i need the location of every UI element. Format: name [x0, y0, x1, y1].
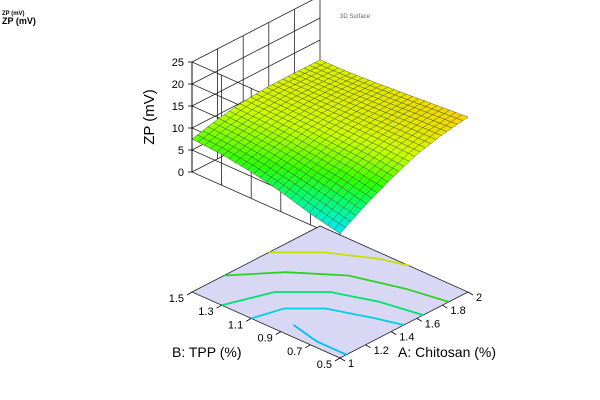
x-tick [390, 331, 397, 335]
x-tick [416, 318, 423, 322]
y-tick-label: 1.3 [198, 306, 213, 318]
z-tick-label: 0 [178, 167, 184, 179]
y-tick [275, 331, 282, 335]
surface-facet [333, 223, 346, 234]
z-tick-label: 5 [178, 145, 184, 157]
x-tick [442, 304, 448, 309]
chart-title: 3D Surface [340, 14, 371, 20]
contour-line [268, 251, 410, 267]
response-name: ZP (mV) [2, 16, 36, 26]
y-tick [186, 291, 193, 296]
y-tick-label: 0.7 [287, 346, 302, 358]
y-tick [216, 304, 222, 309]
y-axis-title: B: TPP (%) [172, 344, 242, 360]
x-tick-label: 1.6 [425, 318, 440, 330]
x-tick-label: 1 [348, 358, 354, 370]
x-tick-label: 1.8 [450, 305, 465, 317]
x-tick [467, 291, 474, 296]
response-name-small: ZP (mV) [2, 11, 25, 17]
x-axis-title: A: Chitosan (%) [398, 344, 496, 360]
y-tick [334, 357, 341, 362]
z-tick-label: 20 [172, 79, 184, 91]
contour-line [250, 307, 405, 326]
y-tick [245, 318, 252, 322]
y-tick-label: 1.5 [169, 293, 184, 305]
z-tick-label: 25 [172, 57, 184, 69]
contour-line [223, 271, 450, 303]
contour-floor [191, 225, 469, 359]
y-tick-label: 0.5 [317, 359, 332, 371]
axes: 0 5 10 15 20 25 ZP (mV) 1 1.2 1.4 1.6 1.8 2 A: Chitos… [141, 57, 496, 371]
y-tick [305, 344, 311, 349]
contour-line [293, 324, 347, 356]
contour-line [221, 291, 424, 316]
x-tick [339, 357, 346, 362]
y-tick-label: 0.9 [258, 333, 273, 345]
z-axis-title: ZP (mV) [141, 89, 158, 145]
z-tick-label: 10 [172, 123, 184, 135]
x-tick-label: 1.2 [374, 345, 389, 357]
x-tick-label: 1.4 [399, 332, 414, 344]
y-tick-label: 1.1 [228, 319, 243, 331]
x-tick [365, 344, 371, 349]
response-surface [191, 59, 469, 234]
z-tick-label: 15 [172, 101, 184, 113]
x-tick-label: 2 [476, 292, 482, 304]
